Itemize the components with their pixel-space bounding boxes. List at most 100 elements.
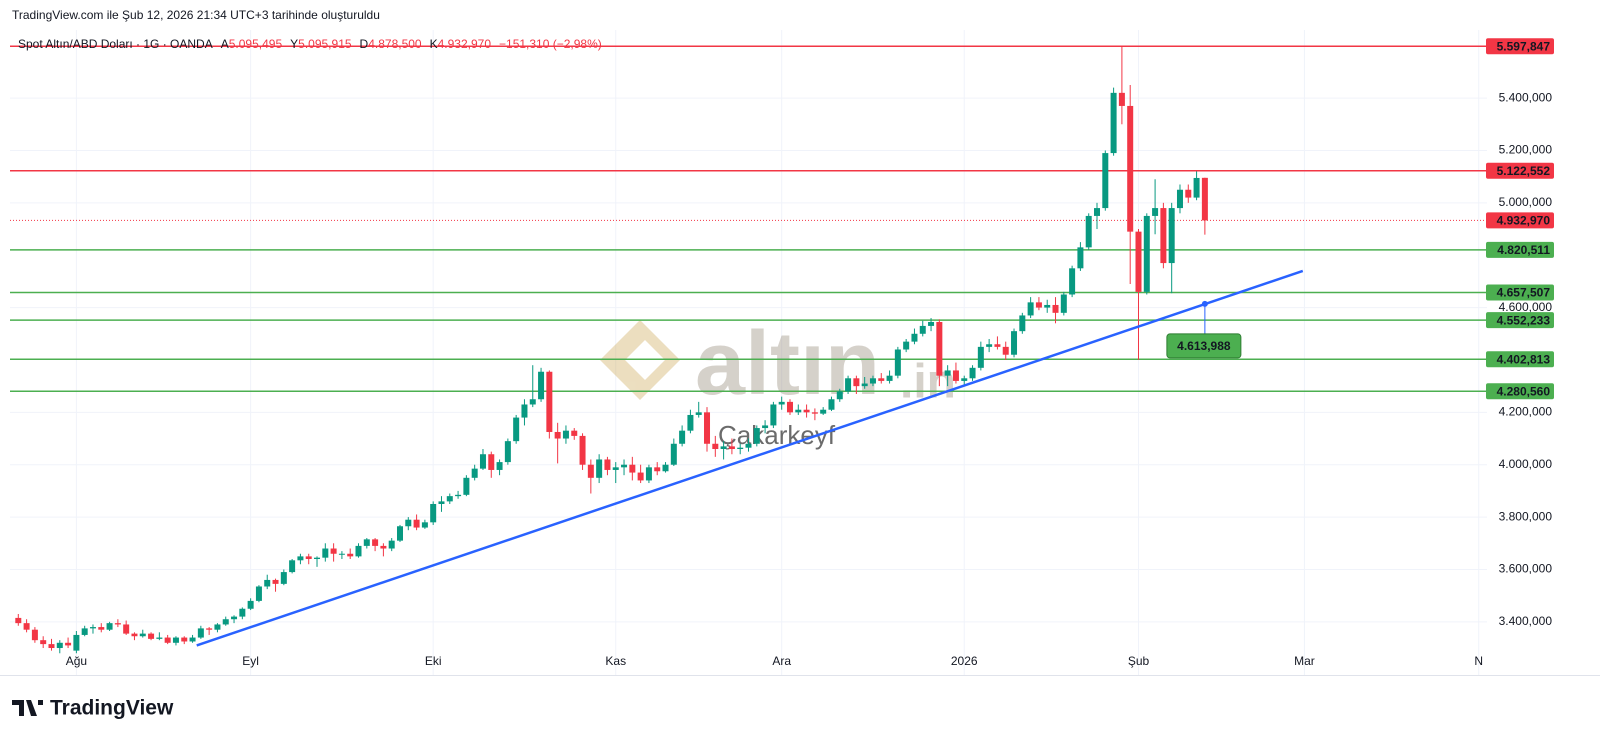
candle-body bbox=[778, 401, 785, 405]
candle-body bbox=[529, 399, 536, 405]
y-tick-label: 5.400,000 bbox=[1499, 90, 1553, 104]
level-label: 4.552,233 bbox=[1497, 313, 1551, 327]
candle-body bbox=[446, 496, 453, 502]
candle-body bbox=[1110, 92, 1117, 154]
footer-logo: TradingView bbox=[12, 697, 174, 720]
candle-body bbox=[1152, 208, 1159, 216]
candle-body bbox=[786, 401, 793, 413]
ohlc-key: D bbox=[360, 37, 369, 51]
candle-body bbox=[363, 539, 370, 546]
candle-body bbox=[347, 553, 354, 557]
candle-body bbox=[405, 519, 412, 527]
candle-body bbox=[1060, 294, 1067, 313]
y-tick-label: 4.000,000 bbox=[1499, 457, 1553, 471]
candle-body bbox=[886, 375, 893, 381]
candle-body bbox=[521, 404, 528, 418]
candle-body bbox=[89, 627, 96, 629]
candle-body bbox=[629, 464, 636, 473]
candle-body bbox=[670, 443, 677, 465]
logo-mark bbox=[12, 700, 43, 716]
grid bbox=[10, 30, 1487, 675]
candle-body bbox=[811, 412, 818, 414]
candle-body bbox=[123, 624, 130, 634]
candle-body bbox=[106, 623, 113, 630]
candle-body bbox=[380, 545, 387, 549]
candle-body bbox=[1077, 247, 1084, 269]
candle-body bbox=[546, 371, 553, 432]
candle-body bbox=[712, 443, 719, 450]
candle-body bbox=[239, 608, 246, 617]
candle-body bbox=[820, 409, 827, 414]
candle-body bbox=[330, 548, 337, 554]
candle-body bbox=[247, 600, 254, 609]
ohlc-value: 5.095,915 bbox=[298, 37, 352, 51]
candle-body bbox=[1085, 215, 1092, 248]
candle-body bbox=[1019, 315, 1026, 332]
candle-body bbox=[986, 344, 993, 347]
candle-body bbox=[977, 346, 984, 368]
watermark-logo bbox=[600, 320, 680, 400]
y-tick-label: 4.200,000 bbox=[1499, 405, 1553, 419]
candle-body bbox=[98, 627, 105, 630]
candle-body bbox=[148, 633, 155, 639]
candle-body bbox=[1201, 177, 1208, 221]
candle-body bbox=[562, 430, 569, 439]
candle-body bbox=[289, 560, 296, 573]
candle-body bbox=[23, 623, 30, 630]
watermark-logo-cut bbox=[625, 340, 665, 380]
level-label-box bbox=[1486, 212, 1554, 229]
candle-body bbox=[1160, 208, 1167, 264]
trendline bbox=[196, 269, 1304, 647]
candle-body bbox=[504, 441, 511, 463]
x-tick-label: N bbox=[1474, 654, 1483, 668]
candle-body bbox=[1135, 231, 1142, 292]
candle-body bbox=[322, 548, 329, 558]
candle-body bbox=[65, 642, 72, 646]
ohlc-value: 5.095,495 bbox=[229, 37, 283, 51]
marker-point bbox=[1201, 300, 1208, 307]
candle-body bbox=[869, 378, 876, 384]
candle-body bbox=[903, 341, 910, 350]
x-tick-label: 2026 bbox=[951, 654, 978, 668]
candle-body bbox=[214, 624, 221, 630]
candle-body bbox=[231, 616, 238, 620]
candle-body bbox=[1176, 189, 1183, 209]
x-tick-label: Kas bbox=[605, 654, 626, 668]
symbol: Spot Altın/ABD Doları · 1G · OANDA bbox=[18, 37, 213, 51]
candle-body bbox=[538, 371, 545, 400]
candle-body bbox=[1069, 268, 1076, 295]
candle-body bbox=[479, 454, 486, 469]
candle-body bbox=[388, 540, 395, 549]
candle-body bbox=[114, 623, 121, 625]
candle-body bbox=[878, 378, 885, 381]
candle-body bbox=[645, 467, 652, 481]
candle-body bbox=[513, 417, 520, 442]
candle-body bbox=[139, 633, 146, 637]
candle-body bbox=[621, 464, 628, 468]
candle-body bbox=[1094, 208, 1101, 216]
candle-body bbox=[438, 501, 445, 504]
candle-body bbox=[1168, 208, 1175, 264]
level-label: 4.932,970 bbox=[1497, 214, 1551, 228]
ohlc-key: A bbox=[221, 37, 229, 51]
x-tick-label: Şub bbox=[1128, 654, 1150, 668]
x-tick-label: Ara bbox=[772, 654, 791, 668]
candle-body bbox=[396, 526, 403, 541]
candle-body bbox=[612, 467, 619, 470]
x-tick-label: Ağu bbox=[66, 654, 87, 668]
candle-body bbox=[637, 472, 644, 481]
candle-body bbox=[762, 425, 769, 429]
candle-body bbox=[1193, 177, 1200, 198]
candle-body bbox=[961, 378, 968, 381]
candle-body bbox=[15, 617, 22, 624]
candle-body bbox=[413, 519, 420, 528]
candle-body bbox=[305, 556, 312, 559]
y-tick-label: 3.600,000 bbox=[1499, 562, 1553, 576]
candle-body bbox=[222, 619, 229, 625]
candle-body bbox=[48, 644, 55, 649]
candle-body bbox=[1102, 153, 1109, 209]
level-label: 5.597,847 bbox=[1497, 39, 1551, 53]
level-label: 4.280,560 bbox=[1497, 384, 1551, 398]
candle-body bbox=[571, 430, 578, 436]
